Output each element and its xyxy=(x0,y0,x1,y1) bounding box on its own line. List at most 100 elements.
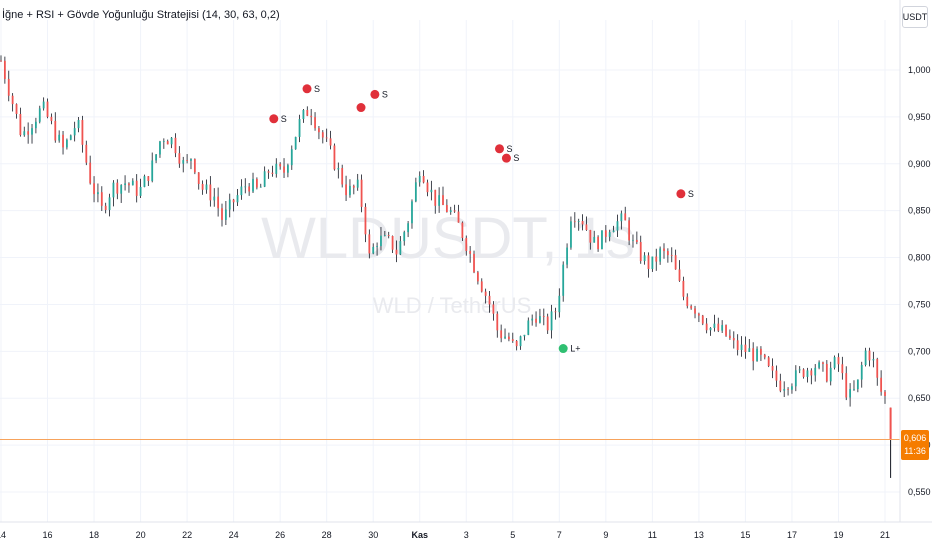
y-tick-label: 0,700 xyxy=(908,346,931,356)
candle-body xyxy=(228,199,231,210)
candle-body xyxy=(647,255,650,269)
candle-body xyxy=(814,367,817,376)
candle-body xyxy=(69,135,72,140)
candle-body xyxy=(829,367,832,382)
candle-body xyxy=(496,313,499,331)
candle-body xyxy=(151,160,154,181)
candle-body xyxy=(147,176,150,181)
candle-body xyxy=(81,119,84,145)
candle-body xyxy=(612,230,615,233)
candle-body xyxy=(686,296,689,307)
x-tick-label: 22 xyxy=(182,530,192,540)
candle-body xyxy=(414,182,417,202)
x-tick-label: 5 xyxy=(510,530,515,540)
candle-body xyxy=(690,306,693,309)
candle-body xyxy=(674,255,677,270)
signal-label: S xyxy=(513,153,519,163)
candle-body xyxy=(585,224,588,230)
sell-signal-marker[interactable] xyxy=(269,114,279,124)
candle-body xyxy=(818,362,820,368)
sell-signal-marker[interactable] xyxy=(370,89,380,99)
currency-label[interactable]: USDT xyxy=(902,6,928,28)
candle-body xyxy=(356,179,359,188)
candle-body xyxy=(236,195,239,203)
candle-body xyxy=(306,109,309,116)
sell-signal-marker[interactable] xyxy=(494,144,504,154)
candle-body xyxy=(364,206,367,235)
sell-signal-marker[interactable] xyxy=(302,84,312,94)
candle-body xyxy=(318,128,320,133)
candle-body xyxy=(85,144,88,163)
candle-body xyxy=(399,241,402,255)
candle-body xyxy=(418,175,421,183)
candle-body xyxy=(321,132,324,138)
candle-body xyxy=(360,179,363,207)
candle-body xyxy=(705,323,708,331)
signal-label: S xyxy=(281,114,287,124)
candle-body xyxy=(469,250,472,254)
buy-signal-marker[interactable] xyxy=(558,344,568,354)
watermark-description: WLD / TetherUS xyxy=(373,293,532,318)
y-tick-label: 0,750 xyxy=(908,299,931,309)
candle-body xyxy=(701,315,704,324)
candle-body xyxy=(573,221,576,223)
candle-body xyxy=(15,104,18,114)
x-tick-label: 28 xyxy=(322,530,332,540)
candle-body xyxy=(651,256,654,269)
candle-body xyxy=(550,311,553,331)
candle-body xyxy=(717,323,720,331)
candle-body xyxy=(666,251,669,256)
x-tick-label: 19 xyxy=(833,530,843,540)
candle-body xyxy=(798,369,801,371)
candle-body xyxy=(240,186,243,196)
candle-body xyxy=(670,255,673,256)
candle-body xyxy=(484,291,487,296)
candle-body xyxy=(721,325,724,331)
sell-signal-marker[interactable] xyxy=(676,189,686,199)
x-tick-label: 18 xyxy=(89,530,99,540)
candle-body xyxy=(542,316,545,317)
candle-body xyxy=(186,160,189,161)
candle-body xyxy=(205,184,208,190)
candle-body xyxy=(709,327,712,331)
candle-body xyxy=(325,137,328,139)
candle-body xyxy=(767,357,770,366)
sell-signal-marker[interactable] xyxy=(356,103,366,113)
candle-body xyxy=(616,221,619,231)
candle-body xyxy=(449,210,452,213)
candle-body xyxy=(112,182,115,198)
candle-body xyxy=(290,149,293,166)
candle-body xyxy=(131,180,134,186)
x-tick-label: 17 xyxy=(787,530,797,540)
candle-body xyxy=(787,388,789,390)
candle-body xyxy=(341,168,344,185)
candle-body xyxy=(659,248,662,262)
candle-body xyxy=(275,163,278,174)
candle-body xyxy=(756,348,758,362)
candle-body xyxy=(193,159,196,173)
candle-body xyxy=(383,235,386,236)
candle-body xyxy=(601,230,603,250)
candle-body xyxy=(597,236,599,250)
strategy-title[interactable]: İğne + RSI + Gövde Yoğunluğu Stratejisi … xyxy=(2,9,280,21)
candle-body xyxy=(527,320,530,335)
y-tick-label: 0,800 xyxy=(908,253,931,263)
candle-body xyxy=(841,364,844,374)
candle-body xyxy=(426,182,429,193)
candle-body xyxy=(632,239,634,241)
candle-body xyxy=(663,248,665,252)
candle-body xyxy=(62,134,64,148)
candle-body xyxy=(438,195,441,206)
candle-body xyxy=(860,364,863,380)
candle-body xyxy=(500,330,503,339)
candle-body xyxy=(329,138,332,146)
candle-body xyxy=(333,145,336,170)
candle-body xyxy=(876,359,879,378)
candle-body xyxy=(620,213,623,222)
candle-body xyxy=(58,134,61,141)
y-axis: 1,000 0,950 0,900 0,850 0,800 0,750 0,700 0,650… xyxy=(899,0,931,522)
sell-signal-marker[interactable] xyxy=(501,153,511,163)
candle-body xyxy=(391,235,394,250)
